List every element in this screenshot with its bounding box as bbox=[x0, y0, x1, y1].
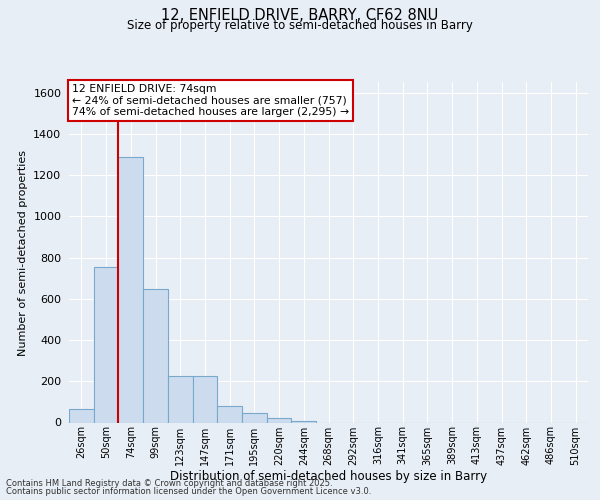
X-axis label: Distribution of semi-detached houses by size in Barry: Distribution of semi-detached houses by … bbox=[170, 470, 487, 483]
Bar bbox=[69, 409, 94, 422]
Bar bbox=[143, 288, 168, 422]
Bar bbox=[168, 376, 193, 422]
Bar bbox=[242, 413, 267, 422]
Bar bbox=[118, 156, 143, 422]
Text: Size of property relative to semi-detached houses in Barry: Size of property relative to semi-detach… bbox=[127, 18, 473, 32]
Text: 12, ENFIELD DRIVE, BARRY, CF62 8NU: 12, ENFIELD DRIVE, BARRY, CF62 8NU bbox=[161, 8, 439, 22]
Bar bbox=[267, 418, 292, 422]
Y-axis label: Number of semi-detached properties: Number of semi-detached properties bbox=[17, 150, 28, 356]
Text: 12 ENFIELD DRIVE: 74sqm
← 24% of semi-detached houses are smaller (757)
74% of s: 12 ENFIELD DRIVE: 74sqm ← 24% of semi-de… bbox=[71, 84, 349, 117]
Text: Contains public sector information licensed under the Open Government Licence v3: Contains public sector information licen… bbox=[6, 487, 371, 496]
Bar bbox=[193, 376, 217, 422]
Bar bbox=[94, 267, 118, 422]
Bar bbox=[217, 406, 242, 422]
Text: Contains HM Land Registry data © Crown copyright and database right 2025.: Contains HM Land Registry data © Crown c… bbox=[6, 478, 332, 488]
